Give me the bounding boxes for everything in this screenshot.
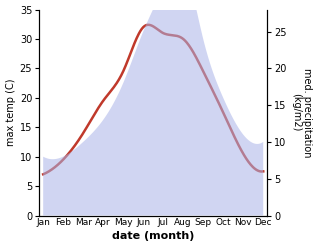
X-axis label: date (month): date (month) (112, 231, 194, 242)
Y-axis label: med. precipitation
(kg/m2): med. precipitation (kg/m2) (291, 68, 313, 157)
Y-axis label: max temp (C): max temp (C) (5, 79, 16, 146)
